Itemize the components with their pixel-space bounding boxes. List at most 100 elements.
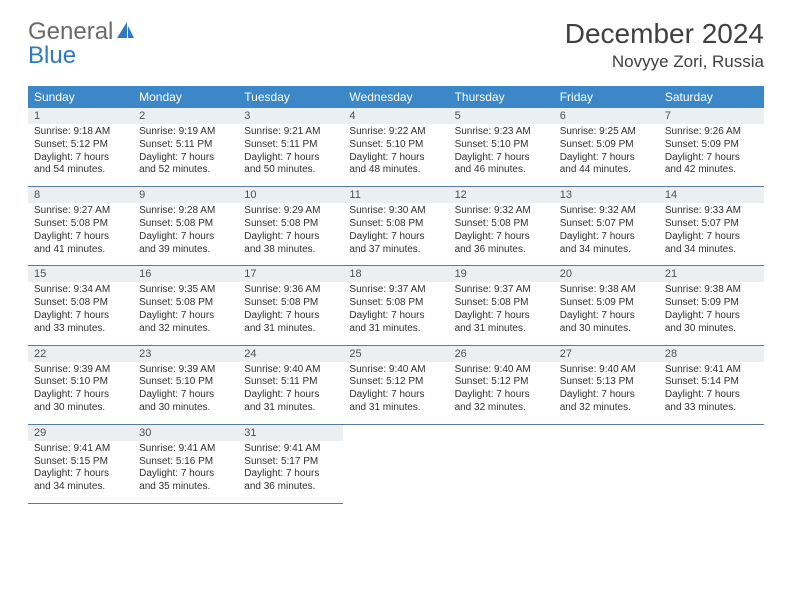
day-number-cell: 4 (343, 108, 448, 124)
day-number-cell (343, 424, 448, 441)
daylight-line: Daylight: 7 hours and 46 minutes. (455, 152, 548, 178)
daylight-line: Daylight: 7 hours and 33 minutes. (34, 310, 127, 336)
sunset-line: Sunset: 5:09 PM (560, 139, 653, 152)
day-content-cell: Sunrise: 9:41 AMSunset: 5:17 PMDaylight:… (238, 441, 343, 504)
day-content-cell (554, 441, 659, 504)
day-content-cell (343, 441, 448, 504)
day-content-cell: Sunrise: 9:40 AMSunset: 5:12 PMDaylight:… (343, 362, 448, 425)
day-number-cell: 18 (343, 266, 448, 283)
brand-line2: Blue (28, 42, 136, 70)
weekday-header: Saturday (659, 86, 764, 108)
day-number-cell: 14 (659, 187, 764, 204)
sunset-line: Sunset: 5:12 PM (34, 139, 127, 152)
day-number-cell: 3 (238, 108, 343, 124)
sunrise-line: Sunrise: 9:40 AM (560, 364, 653, 377)
day-number-cell: 21 (659, 266, 764, 283)
weekday-header: Tuesday (238, 86, 343, 108)
sunrise-line: Sunrise: 9:37 AM (349, 284, 442, 297)
sunrise-line: Sunrise: 9:40 AM (349, 364, 442, 377)
sunrise-line: Sunrise: 9:28 AM (139, 205, 232, 218)
day-content-cell: Sunrise: 9:36 AMSunset: 5:08 PMDaylight:… (238, 282, 343, 345)
sunrise-line: Sunrise: 9:19 AM (139, 126, 232, 139)
day-content-cell: Sunrise: 9:19 AMSunset: 5:11 PMDaylight:… (133, 124, 238, 187)
sunrise-line: Sunrise: 9:36 AM (244, 284, 337, 297)
sunrise-line: Sunrise: 9:39 AM (34, 364, 127, 377)
daylight-line: Daylight: 7 hours and 30 minutes. (665, 310, 758, 336)
sunrise-line: Sunrise: 9:38 AM (560, 284, 653, 297)
daylight-line: Daylight: 7 hours and 36 minutes. (455, 231, 548, 257)
sunset-line: Sunset: 5:16 PM (139, 456, 232, 469)
brand-sail-icon (116, 18, 136, 46)
day-number-cell: 10 (238, 187, 343, 204)
daylight-line: Daylight: 7 hours and 34 minutes. (665, 231, 758, 257)
daylight-line: Daylight: 7 hours and 35 minutes. (139, 468, 232, 494)
sunrise-line: Sunrise: 9:18 AM (34, 126, 127, 139)
day-content-cell: Sunrise: 9:28 AMSunset: 5:08 PMDaylight:… (133, 203, 238, 266)
day-number-cell: 29 (28, 424, 133, 441)
daylight-line: Daylight: 7 hours and 30 minutes. (34, 389, 127, 415)
daylight-line: Daylight: 7 hours and 52 minutes. (139, 152, 232, 178)
daylight-line: Daylight: 7 hours and 39 minutes. (139, 231, 232, 257)
weekday-header: Wednesday (343, 86, 448, 108)
weekday-header: Thursday (449, 86, 554, 108)
sunset-line: Sunset: 5:08 PM (455, 218, 548, 231)
day-number-cell: 17 (238, 266, 343, 283)
daylight-line: Daylight: 7 hours and 38 minutes. (244, 231, 337, 257)
location-label: Novyye Zori, Russia (565, 52, 764, 72)
day-content-cell: Sunrise: 9:32 AMSunset: 5:08 PMDaylight:… (449, 203, 554, 266)
brand-line1: General (28, 18, 113, 45)
daylight-line: Daylight: 7 hours and 32 minutes. (139, 310, 232, 336)
day-content-row: Sunrise: 9:18 AMSunset: 5:12 PMDaylight:… (28, 124, 764, 187)
day-content-cell: Sunrise: 9:35 AMSunset: 5:08 PMDaylight:… (133, 282, 238, 345)
month-title: December 2024 (565, 18, 764, 50)
day-number-cell: 31 (238, 424, 343, 441)
sunrise-line: Sunrise: 9:32 AM (455, 205, 548, 218)
day-content-cell: Sunrise: 9:27 AMSunset: 5:08 PMDaylight:… (28, 203, 133, 266)
day-content-cell: Sunrise: 9:39 AMSunset: 5:10 PMDaylight:… (28, 362, 133, 425)
day-content-cell: Sunrise: 9:41 AMSunset: 5:15 PMDaylight:… (28, 441, 133, 504)
daylight-line: Daylight: 7 hours and 31 minutes. (244, 310, 337, 336)
daylight-line: Daylight: 7 hours and 34 minutes. (34, 468, 127, 494)
sunset-line: Sunset: 5:12 PM (455, 376, 548, 389)
daylight-line: Daylight: 7 hours and 34 minutes. (560, 231, 653, 257)
sunrise-line: Sunrise: 9:23 AM (455, 126, 548, 139)
day-content-cell: Sunrise: 9:37 AMSunset: 5:08 PMDaylight:… (449, 282, 554, 345)
day-content-cell: Sunrise: 9:40 AMSunset: 5:11 PMDaylight:… (238, 362, 343, 425)
daylight-line: Daylight: 7 hours and 33 minutes. (665, 389, 758, 415)
day-content-cell: Sunrise: 9:38 AMSunset: 5:09 PMDaylight:… (554, 282, 659, 345)
day-number-cell: 27 (554, 345, 659, 362)
sunset-line: Sunset: 5:08 PM (349, 218, 442, 231)
sunset-line: Sunset: 5:08 PM (139, 297, 232, 310)
header: General Blue December 2024 Novyye Zori, … (28, 18, 764, 72)
day-number-cell (554, 424, 659, 441)
day-content-cell: Sunrise: 9:32 AMSunset: 5:07 PMDaylight:… (554, 203, 659, 266)
day-number-cell: 1 (28, 108, 133, 124)
sunset-line: Sunset: 5:08 PM (34, 297, 127, 310)
day-content-row: Sunrise: 9:34 AMSunset: 5:08 PMDaylight:… (28, 282, 764, 345)
day-number-cell: 11 (343, 187, 448, 204)
sunrise-line: Sunrise: 9:21 AM (244, 126, 337, 139)
sunset-line: Sunset: 5:11 PM (244, 376, 337, 389)
day-content-cell: Sunrise: 9:37 AMSunset: 5:08 PMDaylight:… (343, 282, 448, 345)
day-number-cell: 28 (659, 345, 764, 362)
daylight-line: Daylight: 7 hours and 31 minutes. (244, 389, 337, 415)
sunset-line: Sunset: 5:08 PM (244, 297, 337, 310)
daylight-line: Daylight: 7 hours and 54 minutes. (34, 152, 127, 178)
sunrise-line: Sunrise: 9:41 AM (665, 364, 758, 377)
day-content-cell: Sunrise: 9:22 AMSunset: 5:10 PMDaylight:… (343, 124, 448, 187)
sunset-line: Sunset: 5:09 PM (560, 297, 653, 310)
day-number-cell: 20 (554, 266, 659, 283)
day-content-cell: Sunrise: 9:39 AMSunset: 5:10 PMDaylight:… (133, 362, 238, 425)
daylight-line: Daylight: 7 hours and 36 minutes. (244, 468, 337, 494)
day-number-row: 891011121314 (28, 187, 764, 204)
sunset-line: Sunset: 5:10 PM (349, 139, 442, 152)
day-number-cell: 13 (554, 187, 659, 204)
sunrise-line: Sunrise: 9:25 AM (560, 126, 653, 139)
day-number-cell: 7 (659, 108, 764, 124)
day-number-cell: 19 (449, 266, 554, 283)
weekday-header: Monday (133, 86, 238, 108)
sunset-line: Sunset: 5:14 PM (665, 376, 758, 389)
day-number-cell: 9 (133, 187, 238, 204)
sunrise-line: Sunrise: 9:22 AM (349, 126, 442, 139)
weekday-header: Sunday (28, 86, 133, 108)
